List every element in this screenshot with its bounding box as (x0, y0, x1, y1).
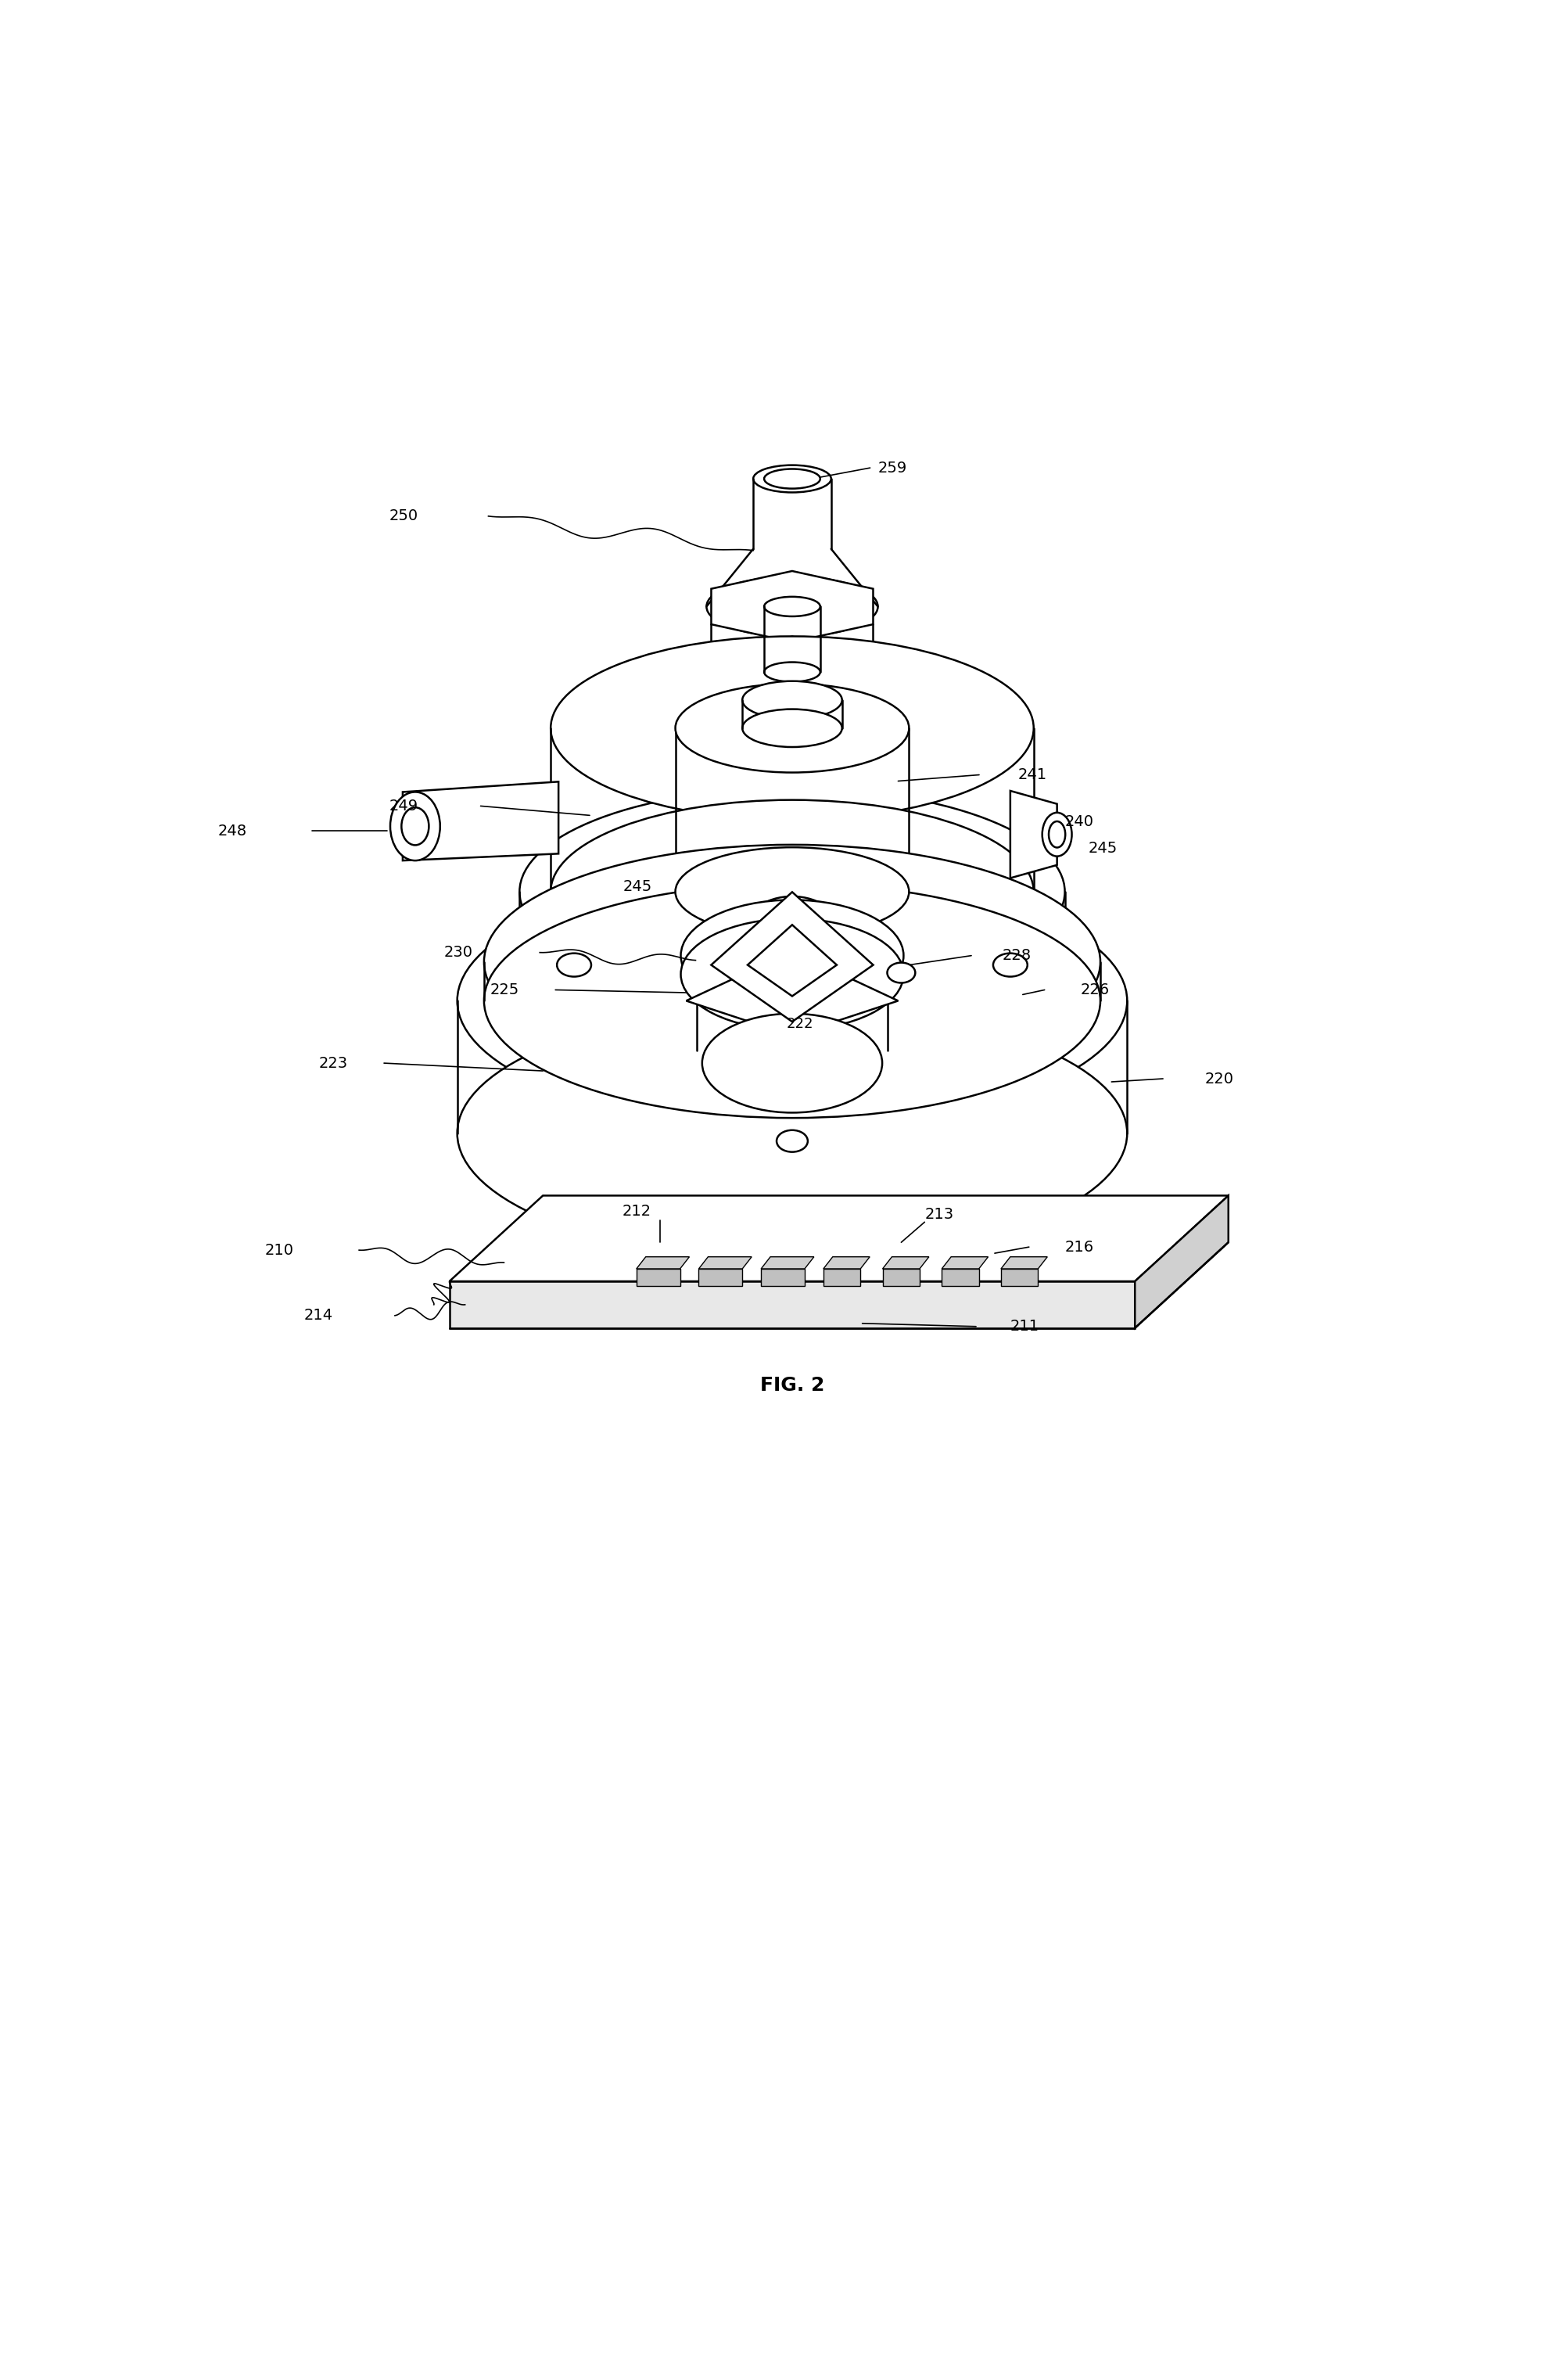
Ellipse shape (764, 663, 820, 682)
Polygon shape (698, 1258, 751, 1270)
Ellipse shape (485, 883, 1099, 1119)
Text: 249: 249 (389, 798, 419, 814)
Polygon shape (941, 1270, 978, 1286)
Polygon shape (710, 637, 873, 708)
Ellipse shape (550, 637, 1033, 819)
Text: 241: 241 (1018, 767, 1046, 781)
Text: 226: 226 (1080, 982, 1109, 998)
Polygon shape (698, 1270, 742, 1286)
Polygon shape (448, 1197, 1228, 1281)
Polygon shape (637, 1258, 688, 1270)
Ellipse shape (557, 953, 591, 977)
Text: 212: 212 (621, 1204, 651, 1218)
Polygon shape (448, 1281, 1134, 1329)
Ellipse shape (550, 800, 1033, 984)
Polygon shape (748, 925, 836, 996)
Polygon shape (1000, 1270, 1038, 1286)
Ellipse shape (674, 847, 908, 937)
Ellipse shape (519, 826, 1065, 1034)
Polygon shape (710, 571, 873, 642)
Ellipse shape (1041, 812, 1071, 857)
Text: 210: 210 (265, 1244, 293, 1258)
Text: 223: 223 (318, 1055, 348, 1071)
Ellipse shape (390, 793, 441, 861)
Text: 259: 259 (878, 460, 906, 474)
Ellipse shape (764, 470, 820, 489)
Ellipse shape (519, 788, 1065, 996)
Ellipse shape (681, 918, 903, 1029)
Ellipse shape (401, 807, 428, 845)
Polygon shape (941, 1258, 988, 1270)
Ellipse shape (456, 1005, 1126, 1260)
Ellipse shape (993, 953, 1027, 977)
Text: 248: 248 (218, 824, 246, 838)
Ellipse shape (764, 597, 820, 616)
Polygon shape (710, 892, 873, 1022)
Text: 240: 240 (1065, 814, 1093, 828)
Text: FIG. 2: FIG. 2 (759, 1376, 823, 1395)
Text: 222: 222 (786, 1017, 814, 1031)
Ellipse shape (779, 949, 804, 965)
Ellipse shape (485, 845, 1099, 1079)
Ellipse shape (742, 897, 842, 972)
Ellipse shape (764, 710, 820, 729)
Polygon shape (823, 1270, 859, 1286)
Ellipse shape (706, 576, 878, 637)
Polygon shape (685, 951, 897, 1036)
Text: 250: 250 (389, 510, 419, 524)
Ellipse shape (753, 465, 831, 493)
Ellipse shape (674, 684, 908, 772)
Polygon shape (883, 1270, 919, 1286)
Ellipse shape (742, 682, 842, 720)
Text: 228: 228 (1002, 949, 1032, 963)
Ellipse shape (887, 963, 914, 982)
Text: 214: 214 (304, 1307, 332, 1324)
Ellipse shape (776, 1130, 808, 1152)
Ellipse shape (1049, 821, 1065, 847)
Polygon shape (637, 1270, 679, 1286)
Polygon shape (403, 781, 558, 861)
Polygon shape (1000, 1258, 1047, 1270)
Polygon shape (1134, 1197, 1228, 1329)
Text: 245: 245 (1088, 840, 1116, 857)
Text: 216: 216 (1065, 1239, 1093, 1256)
Text: 213: 213 (924, 1206, 953, 1222)
Polygon shape (823, 1258, 869, 1270)
Ellipse shape (681, 899, 903, 1012)
Ellipse shape (767, 944, 817, 979)
Polygon shape (760, 1270, 804, 1286)
Text: 225: 225 (491, 982, 519, 998)
Ellipse shape (742, 925, 842, 998)
Ellipse shape (456, 873, 1126, 1128)
Ellipse shape (742, 708, 842, 748)
Text: 220: 220 (1204, 1071, 1234, 1086)
Text: 245: 245 (622, 880, 652, 894)
Polygon shape (1010, 791, 1057, 878)
Text: 230: 230 (444, 944, 472, 961)
Text: 211: 211 (1010, 1319, 1040, 1333)
Polygon shape (883, 1258, 928, 1270)
Ellipse shape (702, 1012, 881, 1112)
Polygon shape (760, 1258, 814, 1270)
